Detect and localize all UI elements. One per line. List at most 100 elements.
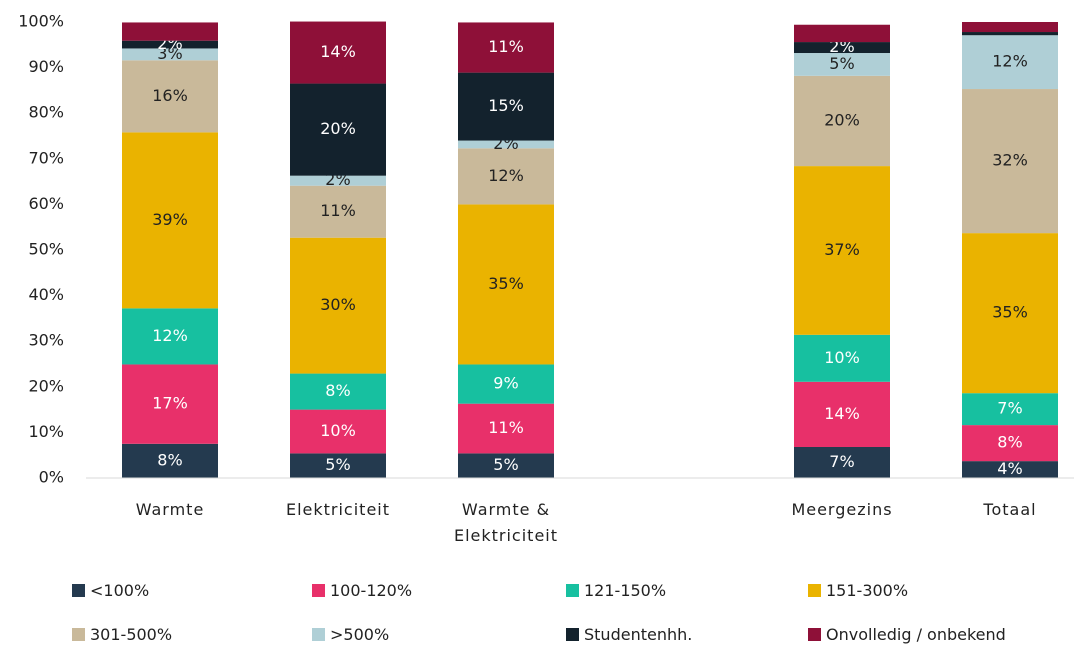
data-label: 9% (493, 374, 518, 393)
bar-segment (122, 40, 218, 49)
bar-segment (458, 22, 554, 73)
data-label: 15% (488, 96, 524, 115)
bar-segment (122, 443, 218, 478)
legend-entry: Onvolledig / onbekend (808, 625, 1006, 644)
bar-segment (962, 393, 1058, 426)
bar-segment (458, 204, 554, 365)
data-label: 20% (824, 110, 860, 129)
x-tick-label: Warmte & Elektriciteit (453, 500, 559, 545)
bar-segment (794, 334, 890, 382)
y-tick-label: 40% (28, 285, 64, 304)
bar-segment (122, 60, 218, 133)
data-label: 30% (320, 295, 356, 314)
data-label: 3% (157, 44, 182, 63)
legend-entry: 121-150% (566, 581, 666, 600)
data-label: 10% (320, 421, 356, 440)
data-label: 5% (829, 54, 854, 73)
bar-segment (962, 32, 1058, 36)
bar-segment (122, 308, 218, 365)
bar-segment (122, 48, 218, 61)
legend-swatch (566, 628, 579, 641)
bar-segment (290, 185, 386, 238)
legend-swatch (566, 584, 579, 597)
legend-label: 151-300% (826, 581, 909, 600)
bar-segment (290, 409, 386, 454)
legend-swatch (808, 584, 821, 597)
bar-segment (458, 148, 554, 205)
data-label: 12% (488, 166, 524, 185)
bar-segment (962, 233, 1058, 394)
y-tick-label: 20% (28, 376, 64, 395)
legend-label: 121-150% (584, 581, 667, 600)
bar-segment (290, 453, 386, 478)
bar-segment (962, 22, 1058, 33)
x-tick-label: Meergezins (791, 500, 893, 519)
bar-segment (458, 453, 554, 478)
bar-segment (290, 237, 386, 374)
data-label: 8% (325, 381, 350, 400)
bar-segment (290, 175, 386, 186)
bar-segment (962, 425, 1058, 462)
data-label: 7% (997, 399, 1022, 418)
data-label: 17% (152, 394, 188, 413)
data-label: 8% (997, 433, 1022, 452)
legend-label: 100-120% (330, 581, 413, 600)
legend-entry: 100-120% (312, 581, 412, 600)
bar-segment (794, 166, 890, 335)
data-label: 12% (992, 52, 1028, 71)
x-tick-label: Elektriciteit (285, 500, 391, 519)
legend-label: <100% (90, 581, 150, 600)
data-label: 20% (320, 119, 356, 138)
data-label: 16% (152, 86, 188, 105)
x-tick-label: Totaal (983, 500, 1037, 519)
bar-segment (290, 373, 386, 410)
data-label: 11% (488, 418, 524, 437)
data-label: 10% (824, 348, 860, 367)
data-label: 37% (824, 240, 860, 259)
y-tick-label: 70% (28, 148, 64, 167)
y-tick-label: 50% (28, 240, 64, 259)
bar-segment (794, 24, 890, 43)
data-label: 35% (992, 303, 1028, 322)
x-tick-label: Warmte (135, 500, 205, 519)
data-label: 5% (493, 455, 518, 474)
data-label: 32% (992, 151, 1028, 170)
y-tick-label: 90% (28, 57, 64, 76)
data-label: 11% (488, 37, 524, 56)
data-label: 7% (829, 452, 854, 471)
legend-entry: Studentenhh. (566, 625, 692, 644)
bar-segment (794, 53, 890, 76)
bar-segment (458, 140, 554, 149)
data-label: 12% (152, 326, 188, 345)
legend-swatch (72, 584, 85, 597)
legend-label: Studentenhh. (584, 625, 693, 644)
data-label: 11% (320, 201, 356, 220)
legend-entry: >500% (312, 625, 389, 644)
legend-label: Onvolledig / onbekend (826, 625, 1006, 644)
legend-swatch (312, 584, 325, 597)
bar-segment (962, 89, 1058, 234)
legend-entry: 301-500% (72, 625, 172, 644)
bar-segment (122, 22, 218, 41)
data-label: 14% (824, 404, 860, 423)
bar-segment (290, 21, 386, 84)
bar-segment (290, 83, 386, 176)
y-tick-label: 0% (39, 468, 64, 487)
legend-swatch (312, 628, 325, 641)
legend-entry: 151-300% (808, 581, 908, 600)
bar-segment (122, 364, 218, 444)
legend-label: 301-500% (90, 625, 173, 644)
legend-label: >500% (330, 625, 390, 644)
y-tick-label: 60% (28, 194, 64, 213)
bar-segment (962, 461, 1058, 478)
data-label: 39% (152, 210, 188, 229)
bar-segment (794, 381, 890, 447)
data-label: 5% (325, 455, 350, 474)
data-label: 8% (157, 450, 182, 469)
y-tick-label: 30% (28, 331, 64, 350)
bar-segment (962, 35, 1058, 90)
legend-entry: <100% (72, 581, 149, 600)
data-label: 35% (488, 274, 524, 293)
